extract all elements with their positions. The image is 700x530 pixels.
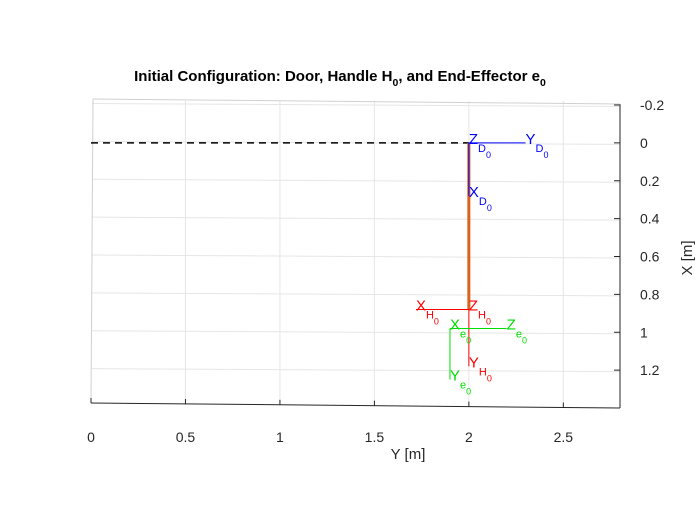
frame-axis-letter: Z (469, 131, 478, 148)
x-tick-label-3: 1.5 (365, 429, 385, 445)
frame-H-label-x: XH0 (416, 298, 439, 327)
frame-D-label-y: YD0 (526, 131, 549, 160)
frame-axis-letter: X (416, 298, 426, 315)
frame-axis-sub: e (516, 328, 522, 340)
frame-axis-subsub: 0 (544, 150, 549, 160)
frame-axis-subsub: 0 (486, 150, 491, 160)
frame-axis-sub: D (479, 196, 487, 208)
y-tick-label-5: 0.8 (640, 286, 660, 302)
frame-e-label-z: Ze0 (507, 316, 527, 345)
y-gridline-0 (91, 103, 621, 107)
y-tick-label-4: 0.6 (640, 249, 660, 265)
x-axis-label: Y [m] (391, 446, 426, 463)
y-gridline-6 (91, 330, 621, 335)
chart-title-mid: , and End-Effector e (398, 68, 540, 85)
left-box-line (90, 98, 94, 404)
frame-axis-sub: D (536, 143, 544, 155)
frame-axis-sub: e (460, 380, 466, 392)
frame-axis-sub: H (479, 366, 487, 378)
frame-axis-letter: X (469, 184, 479, 201)
y-tick-label-0: -0.2 (640, 97, 664, 113)
frame-axis-letter: Z (507, 316, 516, 333)
y-tick-label-1: 0 (640, 135, 648, 151)
frame-H-label-y: YH0 (469, 354, 492, 383)
frame-axis-subsub: 0 (486, 317, 491, 327)
y-tick-label-2: 0.2 (640, 173, 660, 189)
frame-axis-sub: e (460, 328, 466, 340)
frame-axis-subsub: 0 (487, 203, 492, 213)
y-gridline-5 (91, 292, 621, 297)
y-gridline-3 (91, 216, 621, 221)
axes-layer: 0 0.5 1 1.5 2 2.5 -0.2 0 0.2 0.4 0.6 0.8 1 1.2 (87, 97, 664, 445)
frame-axis-subsub: 0 (522, 335, 527, 345)
x-axis-line (90, 402, 621, 409)
frame-axis-letter: Y (450, 368, 460, 385)
x-tick-label-5: 2.5 (554, 429, 574, 445)
frame-e-label-y: Ye0 (450, 368, 471, 397)
frame-axis-letter: Y (469, 354, 479, 371)
x-tick-label-0: 0 (87, 429, 95, 445)
frame-e-label-x: Xe0 (450, 316, 471, 345)
frame-axis-subsub: 0 (487, 373, 492, 383)
frame-axis-sub: D (478, 143, 486, 155)
frame-axis-letter: Y (526, 131, 536, 148)
frame-axis-letter: Z (469, 298, 478, 315)
x-tick-label-4: 2 (465, 429, 473, 445)
x-tick-label-2: 1 (276, 429, 284, 445)
frame-H-label-z: ZH0 (469, 298, 491, 327)
y-axis-label: X [m] (679, 240, 696, 275)
frame-axis-subsub: 0 (434, 317, 439, 327)
y-tick-label-7: 1.2 (640, 362, 660, 378)
top-box-line (92, 98, 621, 105)
frame-axis-sub: H (478, 310, 486, 322)
y-tick-label-6: 1 (640, 324, 648, 340)
frame-D-label-x: XD0 (469, 184, 492, 213)
frame-D-label-z: ZD0 (469, 131, 491, 160)
y-gridline-4 (91, 254, 621, 259)
chart-title-sub2: 0 (540, 77, 546, 89)
chart-title: Initial Configuration: Door, Handle H0, … (134, 68, 546, 89)
frame-axis-letter: X (450, 316, 460, 333)
frame-axis-subsub: 0 (466, 387, 471, 397)
y-tick-label-3: 0.4 (640, 211, 660, 227)
y-gridline-7 (91, 368, 621, 373)
y-gridline-2 (91, 178, 621, 183)
chart-title-main: Initial Configuration: Door, Handle H (134, 68, 392, 85)
x-tick-label-1: 0.5 (176, 429, 196, 445)
chart-title-sub: 0 (392, 77, 398, 89)
frame-axis-sub: H (426, 310, 434, 322)
frame-axis-subsub: 0 (466, 335, 471, 345)
